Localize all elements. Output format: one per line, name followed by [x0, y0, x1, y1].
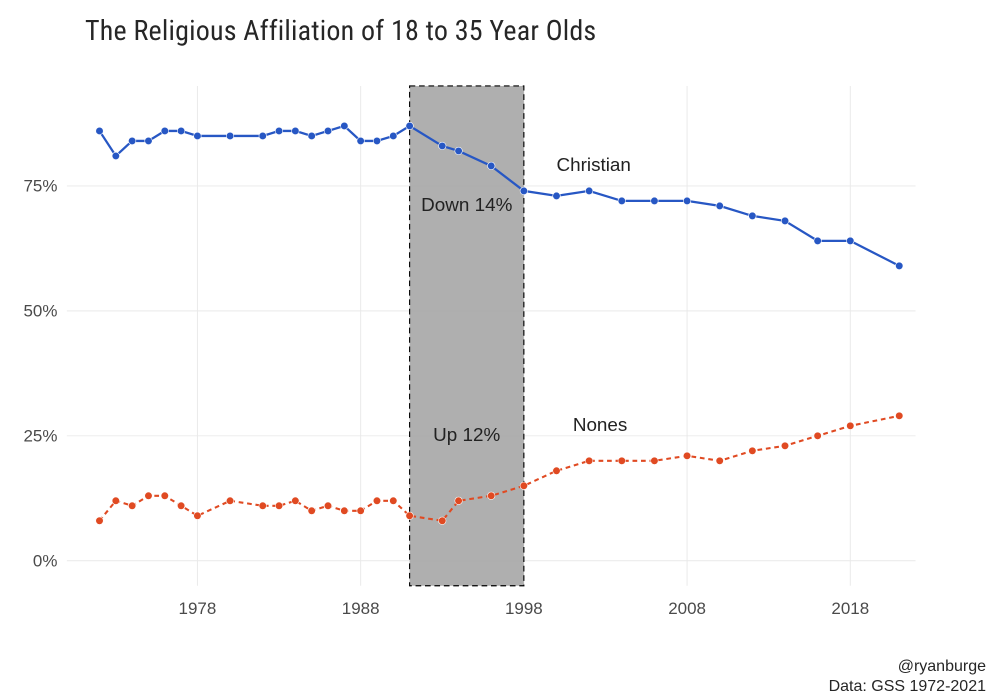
series-christian-point — [487, 162, 495, 170]
x-tick-label: 1978 — [179, 599, 217, 618]
series-nones-point — [814, 432, 822, 440]
series-nones-point — [226, 497, 234, 505]
series-nones-point — [161, 492, 169, 500]
series-christian-point — [128, 137, 136, 145]
highlight-band — [410, 86, 524, 586]
series-christian-point — [553, 192, 561, 200]
series-christian-label: Christian — [557, 154, 631, 175]
series-christian-point — [341, 122, 349, 130]
series-christian-point — [814, 237, 822, 245]
series-nones-point — [390, 497, 398, 505]
series-christian-point — [585, 187, 593, 195]
series-nones-point — [145, 492, 153, 500]
x-tick-label: 2008 — [668, 599, 706, 618]
series-nones-point — [112, 497, 120, 505]
series-nones-point — [553, 467, 561, 475]
series-nones-point — [324, 502, 332, 510]
series-nones-point — [585, 457, 593, 465]
series-christian-point — [618, 197, 626, 205]
series-nones-point — [683, 452, 691, 460]
series-nones-point — [357, 507, 365, 515]
series-nones-point — [895, 412, 903, 420]
series-christian-point — [749, 212, 757, 220]
series-christian-point — [96, 127, 104, 135]
series-christian-point — [683, 197, 691, 205]
series-nones-point — [406, 512, 414, 520]
series-christian-point — [226, 132, 234, 140]
x-tick-label: 1988 — [342, 599, 380, 618]
chart-title: The Religious Affiliation of 18 to 35 Ye… — [85, 14, 596, 47]
y-tick-label: 75% — [23, 177, 57, 196]
y-tick-label: 0% — [33, 551, 58, 570]
series-christian-point — [390, 132, 398, 140]
series-christian-point — [716, 202, 724, 210]
series-nones-point — [292, 497, 300, 505]
series-christian-point — [895, 262, 903, 270]
series-nones-point — [651, 457, 659, 465]
series-nones-point — [455, 497, 463, 505]
series-christian-point — [177, 127, 185, 135]
series-christian-point — [324, 127, 332, 135]
series-christian-point — [438, 142, 446, 150]
series-nones-point — [716, 457, 724, 465]
series-nones-point — [128, 502, 136, 510]
series-christian-point — [455, 147, 463, 155]
series-nones-point — [781, 442, 789, 450]
series-nones-point — [308, 507, 316, 515]
series-nones-point — [749, 447, 757, 455]
series-christian-point — [145, 137, 153, 145]
series-nones-point — [259, 502, 267, 510]
x-tick-label: 1998 — [505, 599, 543, 618]
series-christian-point — [259, 132, 267, 140]
series-christian-point — [112, 152, 120, 160]
annotation-up: Up 12% — [433, 424, 500, 445]
series-christian-point — [308, 132, 316, 140]
series-nones-point — [177, 502, 185, 510]
chart-plot: Christian Nones Down 14% Up 12% 0% 25% 50% 75%… — [15, 60, 925, 640]
series-nones-point — [194, 512, 202, 520]
series-christian-point — [373, 137, 381, 145]
series-nones-point — [520, 482, 528, 490]
series-nones-point — [275, 502, 283, 510]
series-christian-point — [406, 122, 414, 130]
series-christian-point — [357, 137, 365, 145]
series-christian-point — [161, 127, 169, 135]
y-tick-label: 50% — [23, 302, 57, 321]
series-christian-point — [194, 132, 202, 140]
series-christian-point — [847, 237, 855, 245]
x-tick-label: 2018 — [831, 599, 869, 618]
series-nones-point — [341, 507, 349, 515]
series-christian-point — [292, 127, 300, 135]
series-nones-point — [96, 517, 104, 525]
credit-text: @ryanburge — [898, 658, 986, 676]
series-christian-point — [275, 127, 283, 135]
series-nones-point — [847, 422, 855, 430]
series-nones-point — [487, 492, 495, 500]
series-christian-point — [520, 187, 528, 195]
series-nones-point — [373, 497, 381, 505]
source-text: Data: GSS 1972-2021 — [829, 678, 986, 696]
series-christian-point — [781, 217, 789, 225]
series-nones-label: Nones — [573, 414, 628, 435]
series-nones-point — [438, 517, 446, 525]
series-christian-point — [651, 197, 659, 205]
series-nones-point — [618, 457, 626, 465]
annotation-down: Down 14% — [421, 194, 512, 215]
y-tick-label: 25% — [23, 426, 57, 445]
